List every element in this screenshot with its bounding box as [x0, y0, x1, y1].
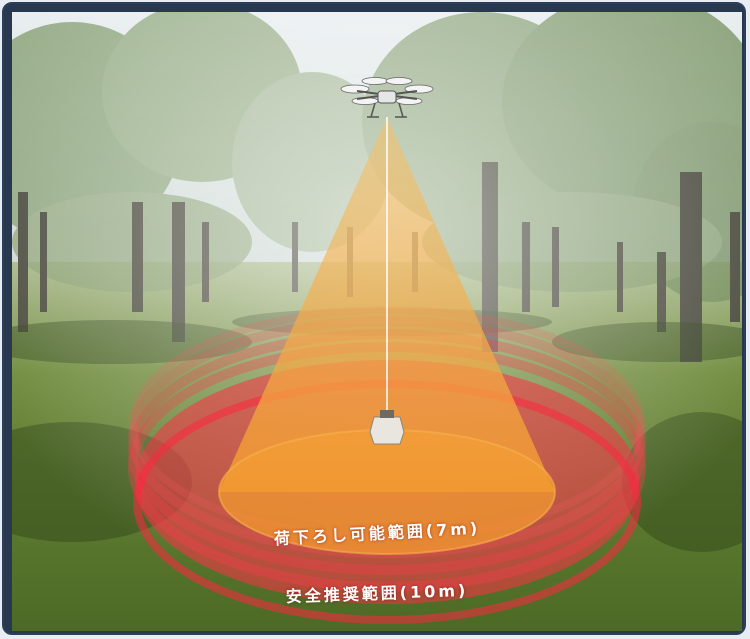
scene-svg	[12, 12, 742, 631]
package-icon	[369, 410, 405, 445]
drone-icon	[340, 77, 434, 118]
forest-scene: 荷下ろし可能範囲(7m) 安全推奨範囲(10m)	[12, 12, 742, 631]
